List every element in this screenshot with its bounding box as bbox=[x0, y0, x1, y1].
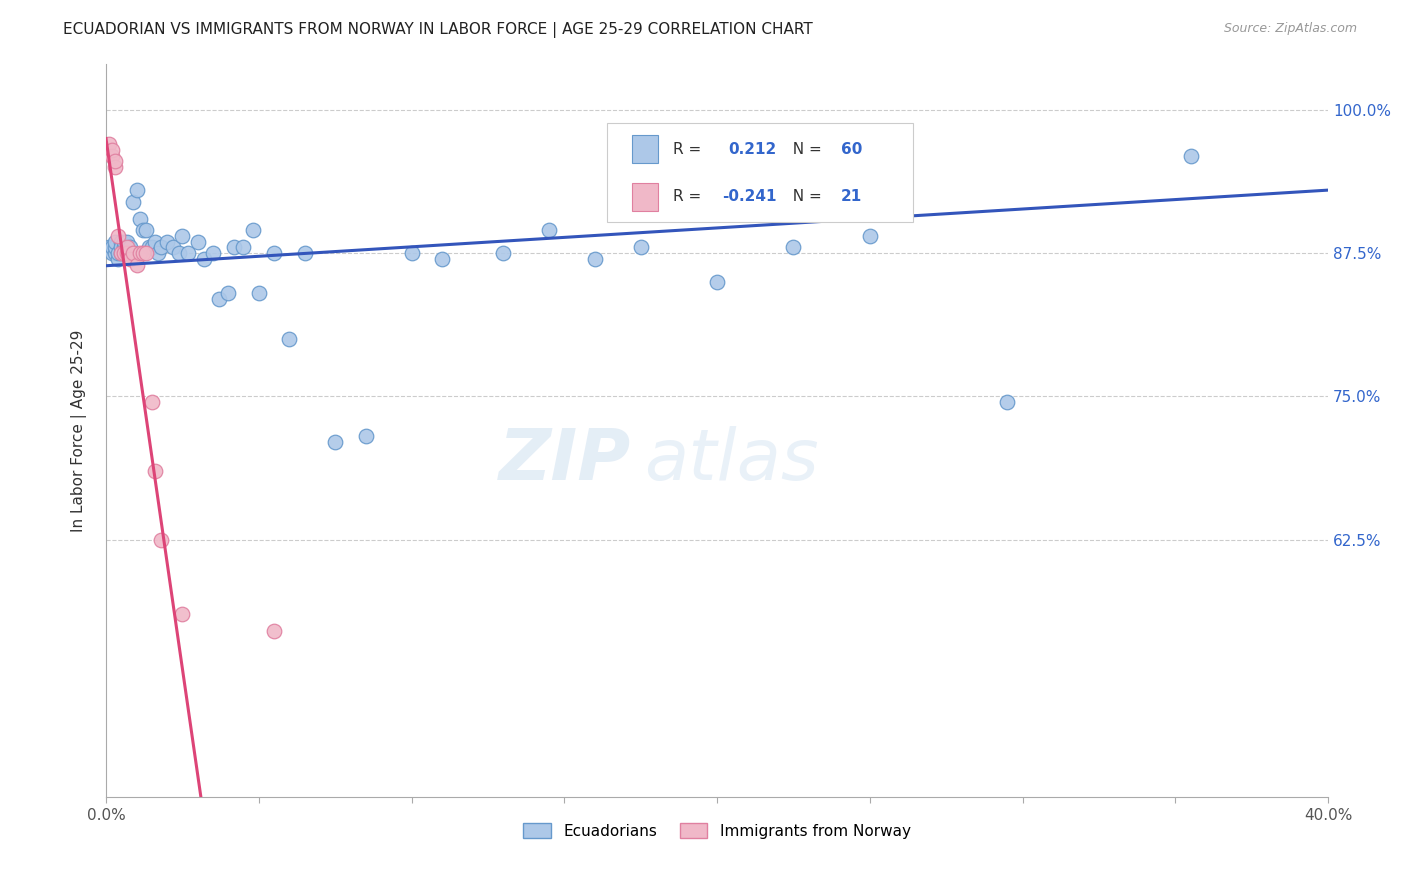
Point bbox=[201, 246, 224, 260]
FancyBboxPatch shape bbox=[607, 123, 912, 222]
Point bbox=[122, 194, 145, 209]
Point bbox=[143, 464, 166, 478]
Point bbox=[117, 240, 139, 254]
Point bbox=[169, 246, 191, 260]
Point bbox=[156, 235, 179, 249]
Point bbox=[104, 235, 127, 249]
Y-axis label: In Labor Force | Age 25-29: In Labor Force | Age 25-29 bbox=[72, 329, 87, 532]
Point bbox=[217, 286, 239, 301]
Text: R =: R = bbox=[673, 189, 706, 204]
Bar bbox=[631, 136, 658, 163]
Point bbox=[172, 607, 194, 621]
Point bbox=[98, 137, 121, 152]
Text: ECUADORIAN VS IMMIGRANTS FROM NORWAY IN LABOR FORCE | AGE 25-29 CORRELATION CHAR: ECUADORIAN VS IMMIGRANTS FROM NORWAY IN … bbox=[63, 22, 813, 38]
Point bbox=[193, 252, 215, 266]
Point bbox=[859, 229, 882, 244]
Text: 21: 21 bbox=[841, 189, 862, 204]
Point bbox=[107, 246, 129, 260]
Point bbox=[117, 240, 139, 254]
Legend: Ecuadorians, Immigrants from Norway: Ecuadorians, Immigrants from Norway bbox=[517, 816, 917, 845]
Point bbox=[242, 223, 264, 237]
Point bbox=[131, 246, 153, 260]
Point bbox=[120, 252, 142, 266]
Point bbox=[146, 246, 169, 260]
Point bbox=[101, 149, 124, 163]
Point bbox=[112, 235, 135, 249]
Point bbox=[294, 246, 316, 260]
Point bbox=[354, 429, 377, 443]
Text: ZIP: ZIP bbox=[499, 425, 631, 494]
Point bbox=[995, 395, 1018, 409]
Point bbox=[278, 332, 301, 346]
Point bbox=[112, 246, 135, 260]
Point bbox=[112, 240, 135, 254]
Point bbox=[117, 235, 139, 249]
Point bbox=[110, 235, 132, 249]
Point bbox=[104, 154, 127, 169]
Point bbox=[101, 246, 124, 260]
Point bbox=[112, 246, 135, 260]
Point bbox=[782, 240, 804, 254]
Point bbox=[122, 246, 145, 260]
Point bbox=[135, 223, 157, 237]
Point bbox=[263, 246, 285, 260]
Point bbox=[583, 252, 606, 266]
Point bbox=[107, 252, 129, 266]
Point bbox=[224, 240, 246, 254]
Point bbox=[401, 246, 423, 260]
Point bbox=[110, 246, 132, 260]
Point bbox=[149, 240, 172, 254]
Point bbox=[172, 229, 194, 244]
Point bbox=[323, 435, 346, 450]
Point bbox=[492, 246, 515, 260]
Text: 0.212: 0.212 bbox=[728, 142, 776, 157]
Point bbox=[120, 240, 142, 254]
Point bbox=[247, 286, 270, 301]
Point bbox=[107, 229, 129, 244]
Point bbox=[187, 235, 209, 249]
Point bbox=[430, 252, 453, 266]
Text: Source: ZipAtlas.com: Source: ZipAtlas.com bbox=[1223, 22, 1357, 36]
Text: -0.241: -0.241 bbox=[721, 189, 776, 204]
Text: N =: N = bbox=[783, 189, 827, 204]
Text: N =: N = bbox=[783, 142, 827, 157]
Point bbox=[104, 240, 127, 254]
Point bbox=[104, 160, 127, 174]
Text: 60: 60 bbox=[841, 142, 862, 157]
Point bbox=[135, 246, 157, 260]
Point bbox=[263, 624, 285, 639]
Text: atlas: atlas bbox=[644, 425, 818, 494]
Point bbox=[98, 240, 121, 254]
Point bbox=[117, 246, 139, 260]
Point bbox=[110, 240, 132, 254]
Point bbox=[1180, 149, 1202, 163]
Point bbox=[128, 211, 150, 226]
Point bbox=[125, 183, 148, 197]
Point bbox=[110, 246, 132, 260]
Point bbox=[101, 143, 124, 157]
Point bbox=[138, 240, 160, 254]
Point bbox=[706, 275, 728, 289]
Point bbox=[104, 246, 127, 260]
Point bbox=[537, 223, 560, 237]
Point bbox=[162, 240, 184, 254]
Point bbox=[131, 223, 153, 237]
Point bbox=[141, 395, 163, 409]
Point bbox=[101, 240, 124, 254]
Point bbox=[141, 240, 163, 254]
Point bbox=[149, 533, 172, 547]
Point bbox=[117, 246, 139, 260]
Point bbox=[128, 246, 150, 260]
Point bbox=[630, 240, 652, 254]
Point bbox=[120, 246, 142, 260]
Point bbox=[143, 235, 166, 249]
Point bbox=[122, 246, 145, 260]
Point bbox=[232, 240, 254, 254]
Text: R =: R = bbox=[673, 142, 706, 157]
Point bbox=[177, 246, 200, 260]
Bar bbox=[631, 183, 658, 211]
Point bbox=[208, 292, 231, 306]
Point bbox=[125, 258, 148, 272]
